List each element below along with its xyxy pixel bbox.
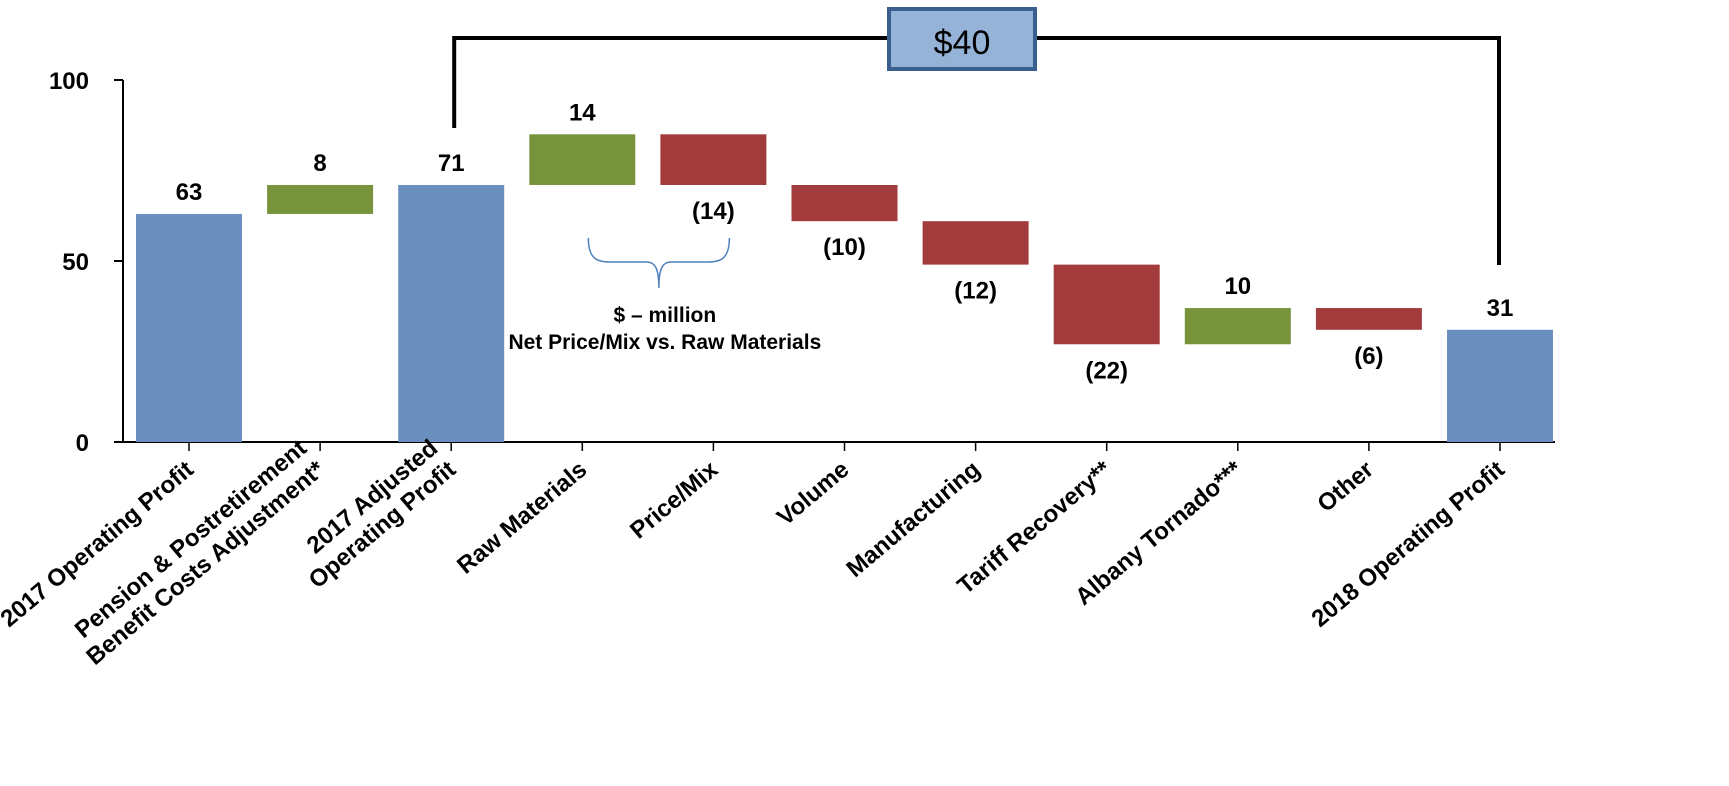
x-tick-label: Other (1312, 456, 1378, 518)
bracket-note-line1: $ – million (613, 304, 716, 327)
value-labels: 63 8 71 14 (14) (10) (12) (22) 10 (6) 31 (176, 99, 1514, 384)
data-label: 71 (438, 150, 465, 177)
waterfall-bar (791, 184, 898, 222)
difference-callout-box (887, 7, 1037, 71)
x-tick-label: Price/Mix (625, 455, 724, 544)
waterfall-bar (136, 213, 242, 442)
y-tick-label: 50 (62, 249, 89, 276)
x-tick-label-line: Raw Materials (452, 456, 592, 580)
y-tick-label: 0 (76, 430, 89, 457)
data-label: 8 (313, 150, 326, 177)
data-label: (12) (954, 278, 997, 305)
data-label: (6) (1354, 343, 1383, 370)
bracket-note: $ – million Net Price/Mix vs. Raw Materia… (508, 237, 821, 354)
waterfall-bar (267, 184, 374, 214)
x-tick-label-line: Manufacturing (841, 456, 985, 583)
data-label: (10) (823, 234, 866, 261)
x-tick-label-line: Benefit Costs Adjustment* (81, 455, 330, 670)
difference-callout: $40 (452, 7, 1501, 265)
waterfall-bar (398, 184, 505, 443)
waterfall-bar (660, 134, 767, 185)
waterfall-bar (1315, 308, 1422, 330)
waterfall-bar (1184, 308, 1291, 345)
data-label: 14 (569, 99, 596, 126)
x-tick-label-line: Price/Mix (625, 455, 724, 544)
x-tick-label-line: Volume (772, 456, 854, 531)
bracket-brace (587, 237, 731, 289)
waterfall-bar (922, 221, 1029, 265)
x-tick-label: Volume (772, 456, 854, 531)
x-tick-label-line: Other (1312, 456, 1378, 518)
y-tick-label: 100 (49, 68, 89, 95)
data-label: 63 (176, 179, 203, 206)
waterfall-bar (529, 134, 636, 185)
difference-callout-label: $40 (934, 24, 991, 62)
data-label: (22) (1085, 357, 1128, 384)
waterfall-bar (1447, 329, 1553, 442)
axes: 0 50 100 (49, 68, 1555, 457)
bars (136, 134, 1553, 443)
x-tick-label: Raw Materials (452, 456, 592, 580)
data-label: 31 (1487, 295, 1514, 322)
waterfall-bar (1053, 264, 1160, 345)
data-label: (14) (692, 198, 735, 225)
x-tick-label: Manufacturing (841, 456, 985, 583)
bracket-note-line2: Net Price/Mix vs. Raw Materials (508, 331, 821, 354)
data-label: 10 (1224, 273, 1251, 300)
